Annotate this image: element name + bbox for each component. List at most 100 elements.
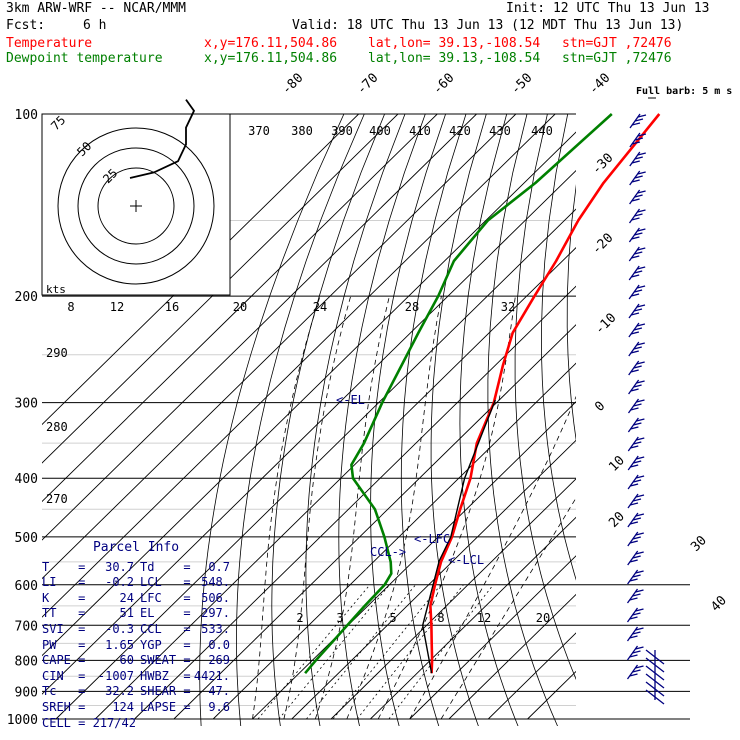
isotherm-line [173, 324, 576, 720]
theta-label: 290 [46, 346, 68, 360]
parcel-info-box: Parcel Info T = 30.7 Td = 0.7 LI = -0.2 LCL = 5… [42, 540, 230, 730]
wind-barb-flag [634, 194, 643, 198]
level-annotation: <-LFC [414, 532, 450, 546]
temperature-latlon: lat,lon= 39.13,-108.54 [368, 36, 541, 51]
mixing-ratio-line [257, 584, 371, 720]
dry-adiabat [236, 114, 365, 726]
wind-barb-flag [631, 217, 640, 221]
isotherm-line [291, 439, 576, 720]
mixing-ratio-line [356, 584, 464, 720]
wind-barb-flag [630, 293, 640, 297]
isotherm-line [527, 670, 576, 720]
parcel-value: 51 [119, 606, 134, 621]
wind-barb-flag [629, 502, 639, 506]
parcel-value: 47. [208, 684, 230, 699]
wind-barb-flag [629, 597, 638, 601]
wind-barb-flag [629, 559, 638, 563]
wind-barb-flag [633, 384, 642, 388]
wind-barb-flag [634, 232, 643, 236]
moist-adiabat [283, 295, 352, 720]
wind-barb-flag [632, 669, 641, 673]
wind-barb-flag [631, 255, 640, 259]
parcel-label: HWBZ = [140, 668, 191, 683]
hodograph-unit-label: kts [46, 283, 66, 296]
moist-adiabat [314, 296, 390, 720]
wind-barb-flag [633, 365, 642, 369]
wind-barb-flag [631, 274, 640, 278]
parcel-value: 24 [119, 590, 134, 605]
parcel-value: 0.0 [208, 637, 230, 652]
wind-barb-flag [632, 517, 642, 521]
parcel-value: 60 [119, 653, 134, 668]
wind-barb-flag [629, 635, 638, 639]
wind-barb-flag [631, 160, 640, 164]
parcel-value: 9.6 [208, 699, 230, 714]
isotherm-line [42, 114, 399, 464]
isotherm-line [42, 114, 477, 541]
mixing-ratio-label: 12 [477, 611, 491, 625]
wind-barb-flag [629, 483, 639, 487]
hodograph-ring [57, 127, 215, 285]
hodograph-ring [97, 167, 175, 245]
wind-barb-flag [635, 551, 644, 555]
wind-barb-flag [637, 133, 647, 137]
mixing-ratio-label: 2 [296, 611, 303, 625]
hodograph-ring [77, 147, 195, 265]
wind-barb-flag [635, 513, 645, 517]
isotherm-label: 20 [606, 509, 628, 531]
wind-barb-flag [634, 175, 643, 179]
mixing-ratio-label: 8 [437, 611, 444, 625]
wind-barb-flag [632, 650, 641, 654]
isotherm-label: 0 [592, 399, 608, 415]
isotherm-label: 40 [708, 593, 730, 615]
theta-e-label: 410 [409, 124, 431, 138]
wind-barb-flag [633, 422, 642, 426]
wind-barb-flag [634, 251, 643, 255]
wind-barb-flag [629, 540, 638, 544]
dewpoint-latlon: lat,lon= 39.13,-108.54 [368, 51, 541, 66]
isotherm-label: -80 [279, 71, 306, 98]
parcel-value: 1.65 [105, 637, 134, 652]
parcel-label: YGP = [140, 637, 191, 652]
temperature-station: stn=GJT ,72476 [562, 36, 672, 51]
level-annotation: <-EL [336, 393, 365, 407]
dry-adiabat [640, 114, 740, 732]
dry-adiabat [199, 114, 345, 726]
wind-barb-flag [631, 236, 640, 240]
dry-adiabat [338, 114, 426, 726]
pressure-label: 400 [15, 472, 38, 487]
wind-barb-flag [635, 646, 644, 650]
wind-barb-flag [632, 593, 641, 597]
parcel-label: LI = [42, 575, 86, 590]
dry-adiabat [430, 114, 487, 726]
wind-barb-flag [633, 460, 642, 464]
parcel-value: 533. [201, 621, 230, 636]
wind-barb-flag [637, 171, 646, 175]
u-axis-label: 12 [110, 300, 124, 314]
dry-adiabat [686, 114, 740, 732]
parcel-value: 548. [201, 575, 230, 590]
wind-barb-flag [636, 342, 645, 346]
isotherm-line [42, 114, 359, 426]
isotherm-label: -10 [592, 311, 619, 338]
parcel-value: -0.3 [105, 621, 134, 636]
parcel-value: -0.2 [105, 575, 134, 590]
parcel-path [421, 399, 496, 674]
parcel-row: TT = 51 EL = 297. [42, 606, 230, 622]
isotherm-label: -50 [508, 71, 535, 98]
dry-adiabat [708, 114, 740, 732]
u-axis-label: 28 [405, 300, 419, 314]
parcel-label: SVI = [42, 621, 86, 636]
wind-barb-flag [635, 494, 645, 498]
barb-header: Full barb: 5 m s [636, 86, 732, 97]
parcel-label: Td = [140, 559, 191, 574]
wind-barb-flag [637, 228, 646, 232]
moist-adiabat [409, 395, 576, 720]
wind-barb-flag [637, 266, 646, 270]
wind-barb-flag [631, 141, 641, 145]
theta-e-label: 370 [248, 124, 270, 138]
parcel-label: K = [42, 590, 86, 605]
wind-barb-flag [637, 114, 647, 118]
moist-adiabat [252, 295, 321, 720]
